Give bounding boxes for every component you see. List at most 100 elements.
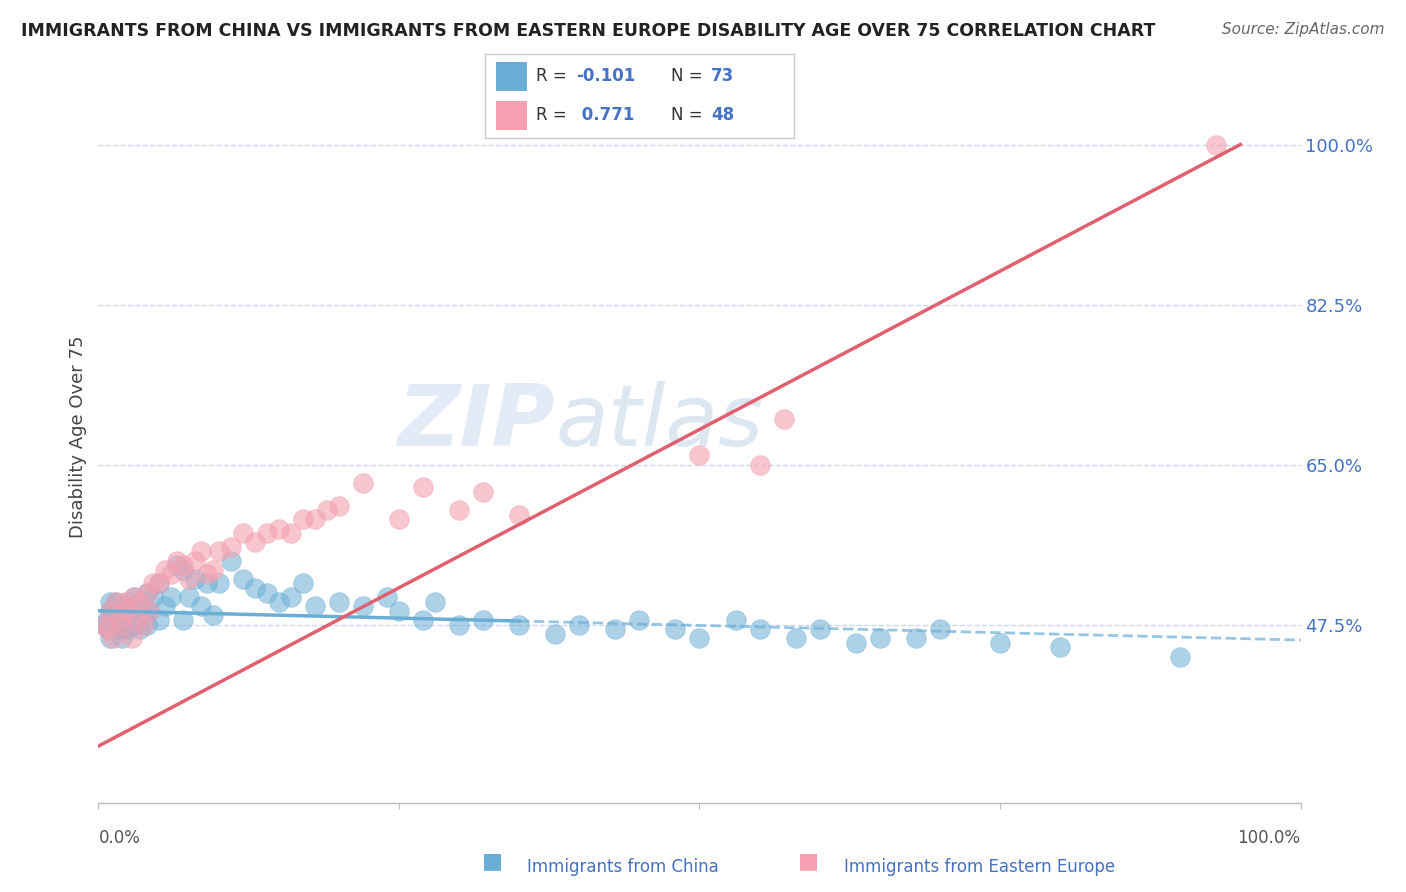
Point (328, 595, 350, 609)
Point (159, 590, 181, 604)
Point (100, 595, 122, 609)
Point (124, 617, 146, 632)
Point (105, 595, 128, 609)
Point (97, 622, 120, 636)
Point (243, 535, 266, 549)
Point (201, 608, 224, 623)
Point (352, 599, 374, 614)
Point (148, 576, 170, 591)
Point (100, 632, 122, 646)
Point (243, 581, 266, 595)
Point (280, 590, 302, 604)
Point (129, 595, 152, 609)
Point (472, 485, 495, 500)
Point (166, 558, 188, 573)
Point (96, 613, 118, 627)
Text: N =: N = (671, 106, 707, 124)
Point (352, 475, 374, 490)
Text: 100.0%: 100.0% (1237, 829, 1301, 847)
Point (117, 604, 139, 618)
Point (125, 613, 148, 627)
Point (315, 503, 337, 517)
Point (201, 563, 224, 577)
Text: N =: N = (671, 68, 707, 86)
Point (183, 553, 205, 567)
Point (190, 599, 212, 614)
Point (928, 622, 950, 636)
Text: 73: 73 (711, 68, 734, 86)
Point (256, 585, 278, 599)
Point (1205, 137, 1227, 152)
Point (447, 503, 470, 517)
Point (724, 613, 747, 627)
Point (208, 576, 231, 591)
Point (423, 595, 446, 609)
Point (412, 613, 434, 627)
Point (138, 604, 160, 618)
Point (904, 632, 927, 646)
Point (101, 632, 124, 646)
Point (808, 622, 831, 636)
Point (111, 617, 134, 632)
Point (195, 567, 218, 582)
Point (124, 590, 146, 604)
Point (166, 553, 188, 567)
Point (291, 576, 314, 591)
Point (100, 604, 122, 618)
Point (232, 572, 254, 586)
Point (280, 526, 302, 541)
Text: IMMIGRANTS FROM CHINA VS IMMIGRANTS FROM EASTERN EUROPE DISABILITY AGE OVER 75 C: IMMIGRANTS FROM CHINA VS IMMIGRANTS FROM… (21, 22, 1156, 40)
Text: Source: ZipAtlas.com: Source: ZipAtlas.com (1222, 22, 1385, 37)
Point (135, 617, 157, 632)
Point (688, 632, 710, 646)
Point (129, 622, 152, 636)
Point (869, 632, 891, 646)
Point (1049, 640, 1071, 655)
Text: R =: R = (536, 106, 572, 124)
Point (267, 595, 290, 609)
Point (208, 544, 231, 558)
Point (628, 613, 651, 627)
Point (183, 572, 205, 586)
Point (291, 512, 314, 526)
Point (688, 449, 710, 463)
Point (101, 608, 124, 623)
Point (785, 632, 807, 646)
Point (232, 526, 254, 541)
Point (664, 622, 686, 636)
Point (117, 622, 139, 636)
Point (256, 526, 278, 541)
Point (105, 617, 128, 632)
Point (129, 595, 152, 609)
Point (219, 540, 242, 554)
Point (159, 567, 181, 582)
Text: -0.101: -0.101 (576, 68, 636, 86)
Point (304, 599, 326, 614)
Point (748, 622, 770, 636)
Point (108, 622, 131, 636)
Point (138, 604, 160, 618)
Text: R =: R = (536, 68, 572, 86)
Point (172, 558, 194, 573)
Point (148, 576, 170, 591)
Point (172, 563, 194, 577)
Point (772, 412, 794, 426)
Point (108, 613, 131, 627)
Point (845, 636, 868, 650)
Text: ■: ■ (799, 851, 818, 871)
Point (132, 604, 155, 618)
Point (412, 480, 434, 494)
Point (121, 632, 143, 646)
Point (172, 613, 194, 627)
Point (141, 590, 163, 604)
Point (195, 576, 218, 591)
Point (105, 595, 128, 609)
Point (988, 636, 1011, 650)
Point (544, 626, 567, 640)
Point (1170, 649, 1192, 664)
Point (508, 617, 530, 632)
Point (124, 590, 146, 604)
Point (100, 604, 122, 618)
Point (375, 590, 398, 604)
Text: atlas: atlas (555, 381, 763, 464)
